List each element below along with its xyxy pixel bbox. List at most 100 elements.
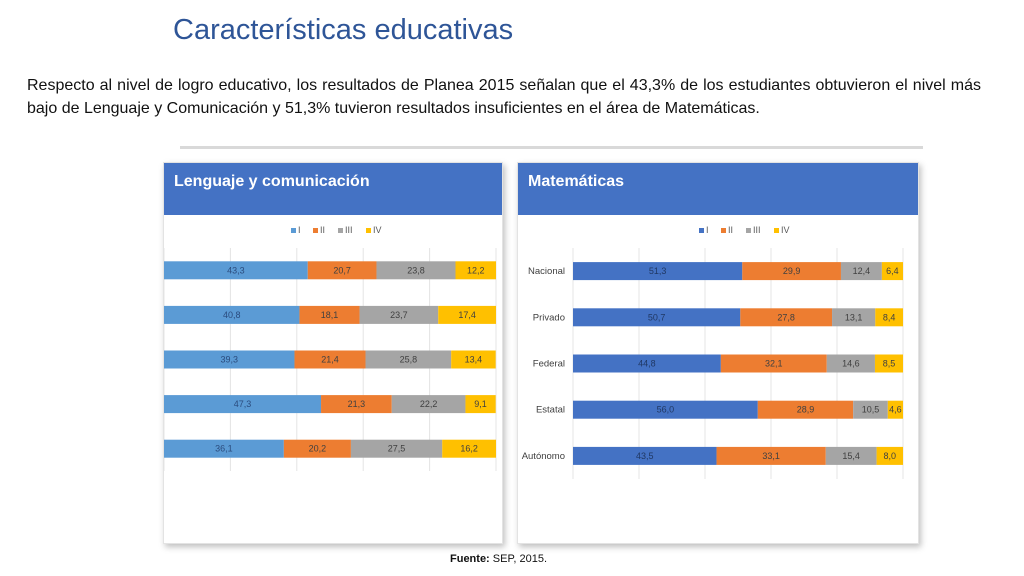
bar-segment-III: [832, 308, 876, 327]
legend-label-III: III: [345, 225, 353, 235]
legend-swatch-IV: [366, 228, 371, 233]
bar-segment-II: [321, 395, 392, 414]
data-label: 15,4: [842, 451, 860, 461]
data-label: 32,1: [765, 359, 783, 369]
chart-header-matematicas: [518, 163, 918, 215]
bar-segment-III: [391, 395, 466, 414]
data-label: 25,8: [400, 355, 418, 365]
data-label: 29,9: [783, 266, 801, 276]
bar-segment-III: [350, 439, 443, 458]
bar-segment-IV: [442, 439, 496, 458]
bar-segment-III: [376, 261, 456, 280]
chart-title-lenguaje: Lenguaje y comunicación: [174, 173, 370, 190]
bar-segment-I: [573, 354, 721, 373]
data-label: 36,1: [215, 444, 233, 454]
data-label: 39,3: [220, 355, 238, 365]
category-label: Autónomo: [522, 451, 565, 462]
chart-header-lenguaje: [164, 163, 502, 215]
data-label: 10,5: [862, 405, 880, 415]
bar-segment-IV: [887, 400, 903, 419]
chart-lenguaje: IIIIIIIVNacional43,320,723,812,2Privado4…: [164, 225, 497, 471]
data-label: 12,2: [467, 265, 485, 275]
data-label: 47,3: [234, 399, 252, 409]
bar-segment-II: [720, 354, 827, 373]
category-label: Privado: [533, 312, 565, 323]
data-label: 44,8: [638, 359, 656, 369]
data-label: 27,5: [388, 444, 406, 454]
bar-segment-IV: [875, 308, 903, 327]
data-label: 8,5: [883, 359, 896, 369]
legend-label-III: III: [753, 225, 761, 235]
data-label: 13,4: [465, 355, 483, 365]
chart-title-matematicas: Matemáticas: [528, 173, 625, 190]
bar-segment-I: [164, 261, 308, 280]
data-label: 51,3: [649, 266, 667, 276]
data-label: 8,0: [884, 451, 897, 461]
chart-panel-lenguaje: Lenguaje y comunicación IIIIIIIVNacional…: [163, 162, 503, 544]
page-title: Características educativas: [173, 14, 514, 46]
category-label: Estatal: [536, 405, 565, 416]
data-label: 20,7: [333, 265, 351, 275]
bar-segment-I: [573, 446, 717, 465]
bar-segment-IV: [451, 350, 496, 369]
data-label: 13,1: [845, 312, 863, 322]
data-label: 4,6: [889, 405, 902, 415]
legend-swatch-IV: [774, 228, 779, 233]
bar-segment-II: [757, 400, 854, 419]
data-label: 28,9: [797, 405, 815, 415]
data-label: 40,8: [223, 310, 241, 320]
legend-swatch-III: [746, 228, 751, 233]
bar-segment-I: [164, 350, 295, 369]
data-label: 8,4: [883, 312, 896, 322]
bar-segment-I: [573, 262, 743, 281]
bar-segment-IV: [876, 446, 903, 465]
bar-segment-IV: [455, 261, 496, 280]
data-label: 43,3: [227, 265, 245, 275]
data-label: 12,4: [853, 266, 871, 276]
bar-segment-I: [164, 439, 284, 458]
source-text: SEP, 2015.: [492, 553, 548, 565]
bar-segment-III: [840, 262, 882, 281]
legend-label-II: II: [320, 225, 325, 235]
category-label: Nacional: [528, 266, 565, 277]
bar-segment-II: [740, 308, 833, 327]
bar-segment-II: [742, 262, 841, 281]
bar-segment-I: [164, 395, 322, 414]
data-label: 16,2: [460, 444, 478, 454]
divider: [180, 146, 923, 149]
legend-swatch-I: [291, 228, 296, 233]
bar-segment-IV: [465, 395, 496, 414]
bar-segment-I: [164, 305, 300, 324]
data-label: 33,1: [762, 451, 780, 461]
data-label: 20,2: [309, 444, 327, 454]
data-label: 56,0: [657, 405, 675, 415]
data-label: 23,7: [390, 310, 408, 320]
data-label: 9,1: [474, 399, 487, 409]
bar-segment-II: [299, 305, 360, 324]
bar-segment-II: [307, 261, 377, 280]
data-label: 23,8: [407, 265, 425, 275]
bar-segment-II: [283, 439, 351, 458]
intro-paragraph: Respecto al nivel de logro educativo, lo…: [27, 77, 981, 117]
data-label: 17,4: [458, 310, 476, 320]
bar-segment-II: [716, 446, 826, 465]
data-label: 6,4: [886, 266, 899, 276]
data-label: 50,7: [648, 312, 666, 322]
data-label: 18,1: [321, 310, 339, 320]
bar-segment-II: [294, 350, 366, 369]
chart-panel-matematicas: Matemáticas I II III IV Nacional 51,3 29,9 12,4…: [517, 162, 919, 544]
category-label: Federal: [533, 359, 565, 370]
legend-label-IV: IV: [781, 225, 790, 235]
data-label: 14,6: [842, 359, 860, 369]
bar-segment-IV: [874, 354, 903, 373]
data-label: 22,2: [420, 399, 438, 409]
bar-segment-I: [573, 308, 741, 327]
source-note: Fuente: SEP, 2015.: [450, 553, 547, 565]
bar-segment-III: [359, 305, 439, 324]
source-label: Fuente:: [450, 553, 490, 565]
legend-swatch-II: [721, 228, 726, 233]
legend-label-I: I: [298, 225, 301, 235]
data-label: 43,5: [636, 451, 654, 461]
data-label: 21,3: [348, 399, 366, 409]
